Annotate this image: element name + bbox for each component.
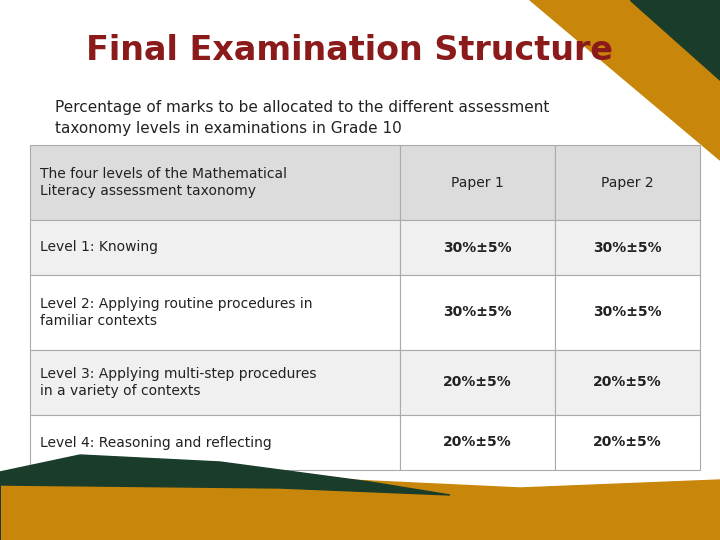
Text: The four levels of the Mathematical
Literacy assessment taxonomy: The four levels of the Mathematical Lite… bbox=[40, 167, 287, 198]
Bar bbox=[555, 145, 700, 220]
Bar bbox=[30, 275, 400, 350]
Text: 20%±5%: 20%±5% bbox=[593, 375, 662, 389]
Polygon shape bbox=[0, 455, 450, 540]
Text: Final Examination Structure: Final Examination Structure bbox=[86, 33, 613, 66]
Text: Level 2: Applying routine procedures in
familiar contexts: Level 2: Applying routine procedures in … bbox=[40, 297, 312, 328]
Bar bbox=[555, 220, 700, 275]
Bar bbox=[555, 415, 700, 470]
Text: 30%±5%: 30%±5% bbox=[593, 240, 662, 254]
Bar bbox=[30, 220, 400, 275]
Text: Level 4: Reasoning and reflecting: Level 4: Reasoning and reflecting bbox=[40, 435, 271, 449]
Polygon shape bbox=[630, 0, 720, 80]
Text: Level 3: Applying multi-step procedures
in a variety of contexts: Level 3: Applying multi-step procedures … bbox=[40, 367, 317, 398]
Polygon shape bbox=[0, 465, 720, 540]
Text: 20%±5%: 20%±5% bbox=[593, 435, 662, 449]
Text: 30%±5%: 30%±5% bbox=[593, 306, 662, 320]
Bar bbox=[400, 275, 555, 350]
Text: Level 1: Knowing: Level 1: Knowing bbox=[40, 240, 158, 254]
Text: 30%±5%: 30%±5% bbox=[444, 306, 512, 320]
Text: 20%±5%: 20%±5% bbox=[443, 435, 512, 449]
Bar bbox=[30, 145, 400, 220]
Text: 30%±5%: 30%±5% bbox=[444, 240, 512, 254]
Bar bbox=[400, 350, 555, 415]
Bar bbox=[30, 415, 400, 470]
Bar bbox=[555, 350, 700, 415]
Bar bbox=[30, 350, 400, 415]
Text: 20%±5%: 20%±5% bbox=[443, 375, 512, 389]
Bar bbox=[555, 275, 700, 350]
Bar bbox=[400, 220, 555, 275]
Polygon shape bbox=[530, 0, 720, 160]
Text: Paper 2: Paper 2 bbox=[601, 176, 654, 190]
Text: Paper 1: Paper 1 bbox=[451, 176, 504, 190]
Text: Percentage of marks to be allocated to the different assessment
taxonomy levels : Percentage of marks to be allocated to t… bbox=[55, 100, 549, 136]
Bar bbox=[400, 415, 555, 470]
Bar bbox=[400, 145, 555, 220]
